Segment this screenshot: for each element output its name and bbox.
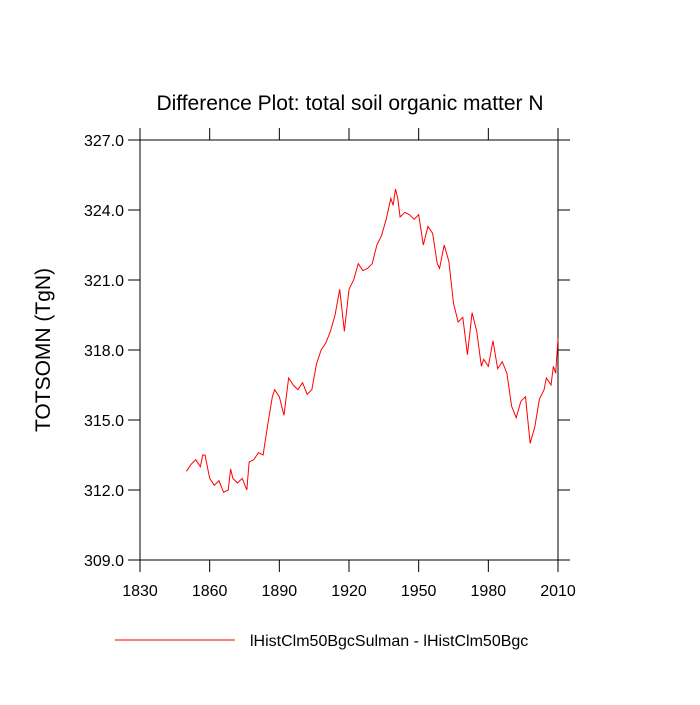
y-tick-label: 321.0 bbox=[84, 273, 124, 290]
plot-frame bbox=[139, 139, 559, 561]
y-axis-label: TOTSOMN (TgN) bbox=[32, 268, 55, 432]
y-tick-label: 315.0 bbox=[84, 413, 124, 430]
y-tick-label: 324.0 bbox=[84, 203, 124, 220]
x-tick-label: 1830 bbox=[122, 583, 158, 600]
x-tick-label: 1860 bbox=[192, 583, 228, 600]
x-tick-label: 1890 bbox=[262, 583, 298, 600]
y-tick-label: 309.0 bbox=[84, 553, 124, 570]
x-tick-label: 1980 bbox=[471, 583, 507, 600]
legend-label: lHistClm50BgcSulman - lHistClm50Bgc bbox=[250, 633, 528, 650]
y-tick-label: 318.0 bbox=[84, 343, 124, 360]
x-tick-label: 1950 bbox=[401, 583, 437, 600]
chart-title: Difference Plot: total soil organic matt… bbox=[156, 92, 543, 115]
y-tick-label: 327.0 bbox=[84, 133, 124, 150]
x-tick-label: 2010 bbox=[540, 583, 576, 600]
x-tick-label: 1920 bbox=[331, 583, 367, 600]
y-tick-label: 312.0 bbox=[84, 483, 124, 500]
data-line bbox=[186, 188, 559, 494]
